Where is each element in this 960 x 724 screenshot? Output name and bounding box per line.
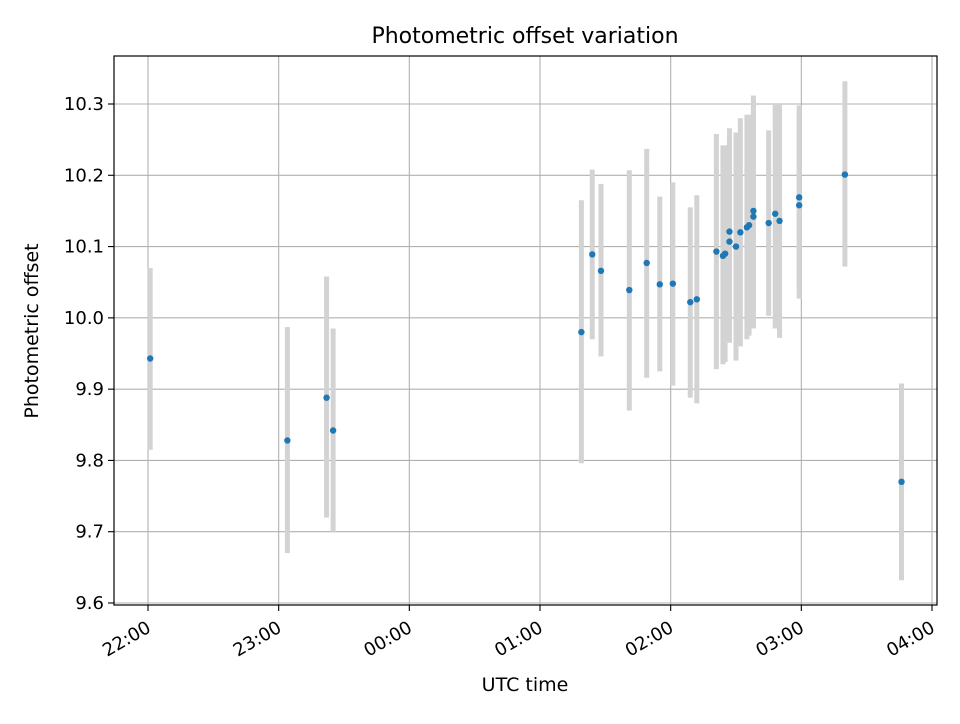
data-point: [750, 213, 757, 220]
data-point: [146, 355, 154, 362]
data-point: [737, 229, 744, 236]
data-point: [626, 286, 633, 294]
y-tick-label: 9.7: [75, 522, 104, 543]
data-point: [776, 217, 783, 225]
y-tick-label: 10.0: [64, 308, 104, 329]
y-tick-label: 10.3: [64, 94, 104, 115]
data-point: [329, 427, 337, 434]
data-points: [146, 171, 905, 486]
data-point: [669, 280, 677, 287]
data-point: [693, 296, 700, 303]
data-point: [726, 228, 733, 235]
data-point: [772, 210, 779, 217]
data-point: [589, 251, 596, 258]
y-tick-label: 9.6: [75, 593, 104, 614]
data-point: [841, 171, 849, 178]
y-tick-label: 10.1: [64, 237, 104, 258]
data-point: [284, 437, 291, 444]
data-point: [578, 328, 585, 336]
data-point: [745, 221, 753, 229]
data-point: [795, 194, 803, 201]
y-axis-ticks: 9.6 9.7 9.8 9.9 10.0 10.1 10.2 10.3: [64, 94, 114, 614]
x-axis-label: UTC time: [482, 674, 569, 696]
chart-title: Photometric offset variation: [371, 24, 678, 49]
data-point: [323, 394, 330, 401]
data-point: [687, 298, 694, 306]
data-point: [726, 238, 733, 245]
data-point: [721, 250, 729, 257]
y-axis-label: Photometric offset: [21, 243, 43, 418]
data-point: [597, 267, 605, 275]
data-point: [713, 248, 720, 255]
y-tick-label: 10.2: [64, 165, 104, 186]
plot-frame: [113, 55, 938, 606]
data-point: [656, 281, 663, 288]
data-point: [765, 219, 772, 227]
data-point: [750, 207, 757, 215]
y-tick-label: 9.8: [75, 450, 104, 471]
data-point: [795, 202, 803, 209]
data-point: [898, 478, 905, 486]
data-point: [732, 243, 740, 250]
y-tick-label: 9.9: [75, 379, 104, 400]
data-point: [643, 259, 650, 267]
